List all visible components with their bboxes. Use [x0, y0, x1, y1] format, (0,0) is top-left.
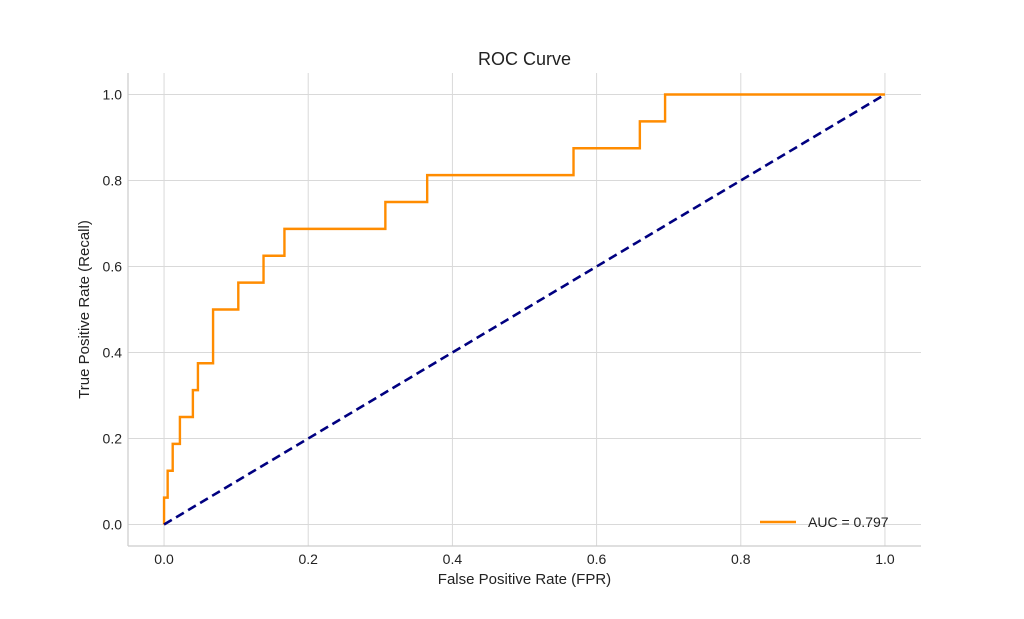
- y-tick-label: 0.6: [103, 259, 123, 275]
- x-tick-label: 0.0: [154, 551, 174, 567]
- x-tick-label: 1.0: [875, 551, 895, 567]
- axes-frame: [127, 73, 921, 547]
- y-tick-label: 0.4: [103, 345, 123, 361]
- x-tick-label: 0.6: [587, 551, 607, 567]
- grid: [128, 73, 921, 546]
- y-tick-label: 0.2: [103, 431, 123, 447]
- baseline-diagonal-line: [163, 93, 886, 526]
- y-axis-label: True Positive Rate (Recall): [76, 220, 93, 399]
- y-tick-label: 0.0: [103, 517, 123, 533]
- x-tick-label: 0.2: [298, 551, 318, 567]
- x-axis-label: False Positive Rate (FPR): [438, 571, 611, 588]
- roc-curve-line: [162, 93, 885, 525]
- x-tick-label: 0.8: [731, 551, 751, 567]
- series-lines: [162, 93, 886, 526]
- tick-labels: 0.0 0.2 0.4 0.6 0.8 1.0 0.0 0.2 0.4 0.6 0.8 1.0: [103, 87, 895, 568]
- legend: AUC = 0.797: [760, 514, 889, 530]
- legend-label: AUC = 0.797: [808, 514, 889, 530]
- y-tick-label: 1.0: [103, 87, 123, 103]
- chart-title: ROC Curve: [478, 49, 571, 69]
- x-tick-label: 0.4: [443, 551, 463, 567]
- y-tick-label: 0.8: [103, 173, 123, 189]
